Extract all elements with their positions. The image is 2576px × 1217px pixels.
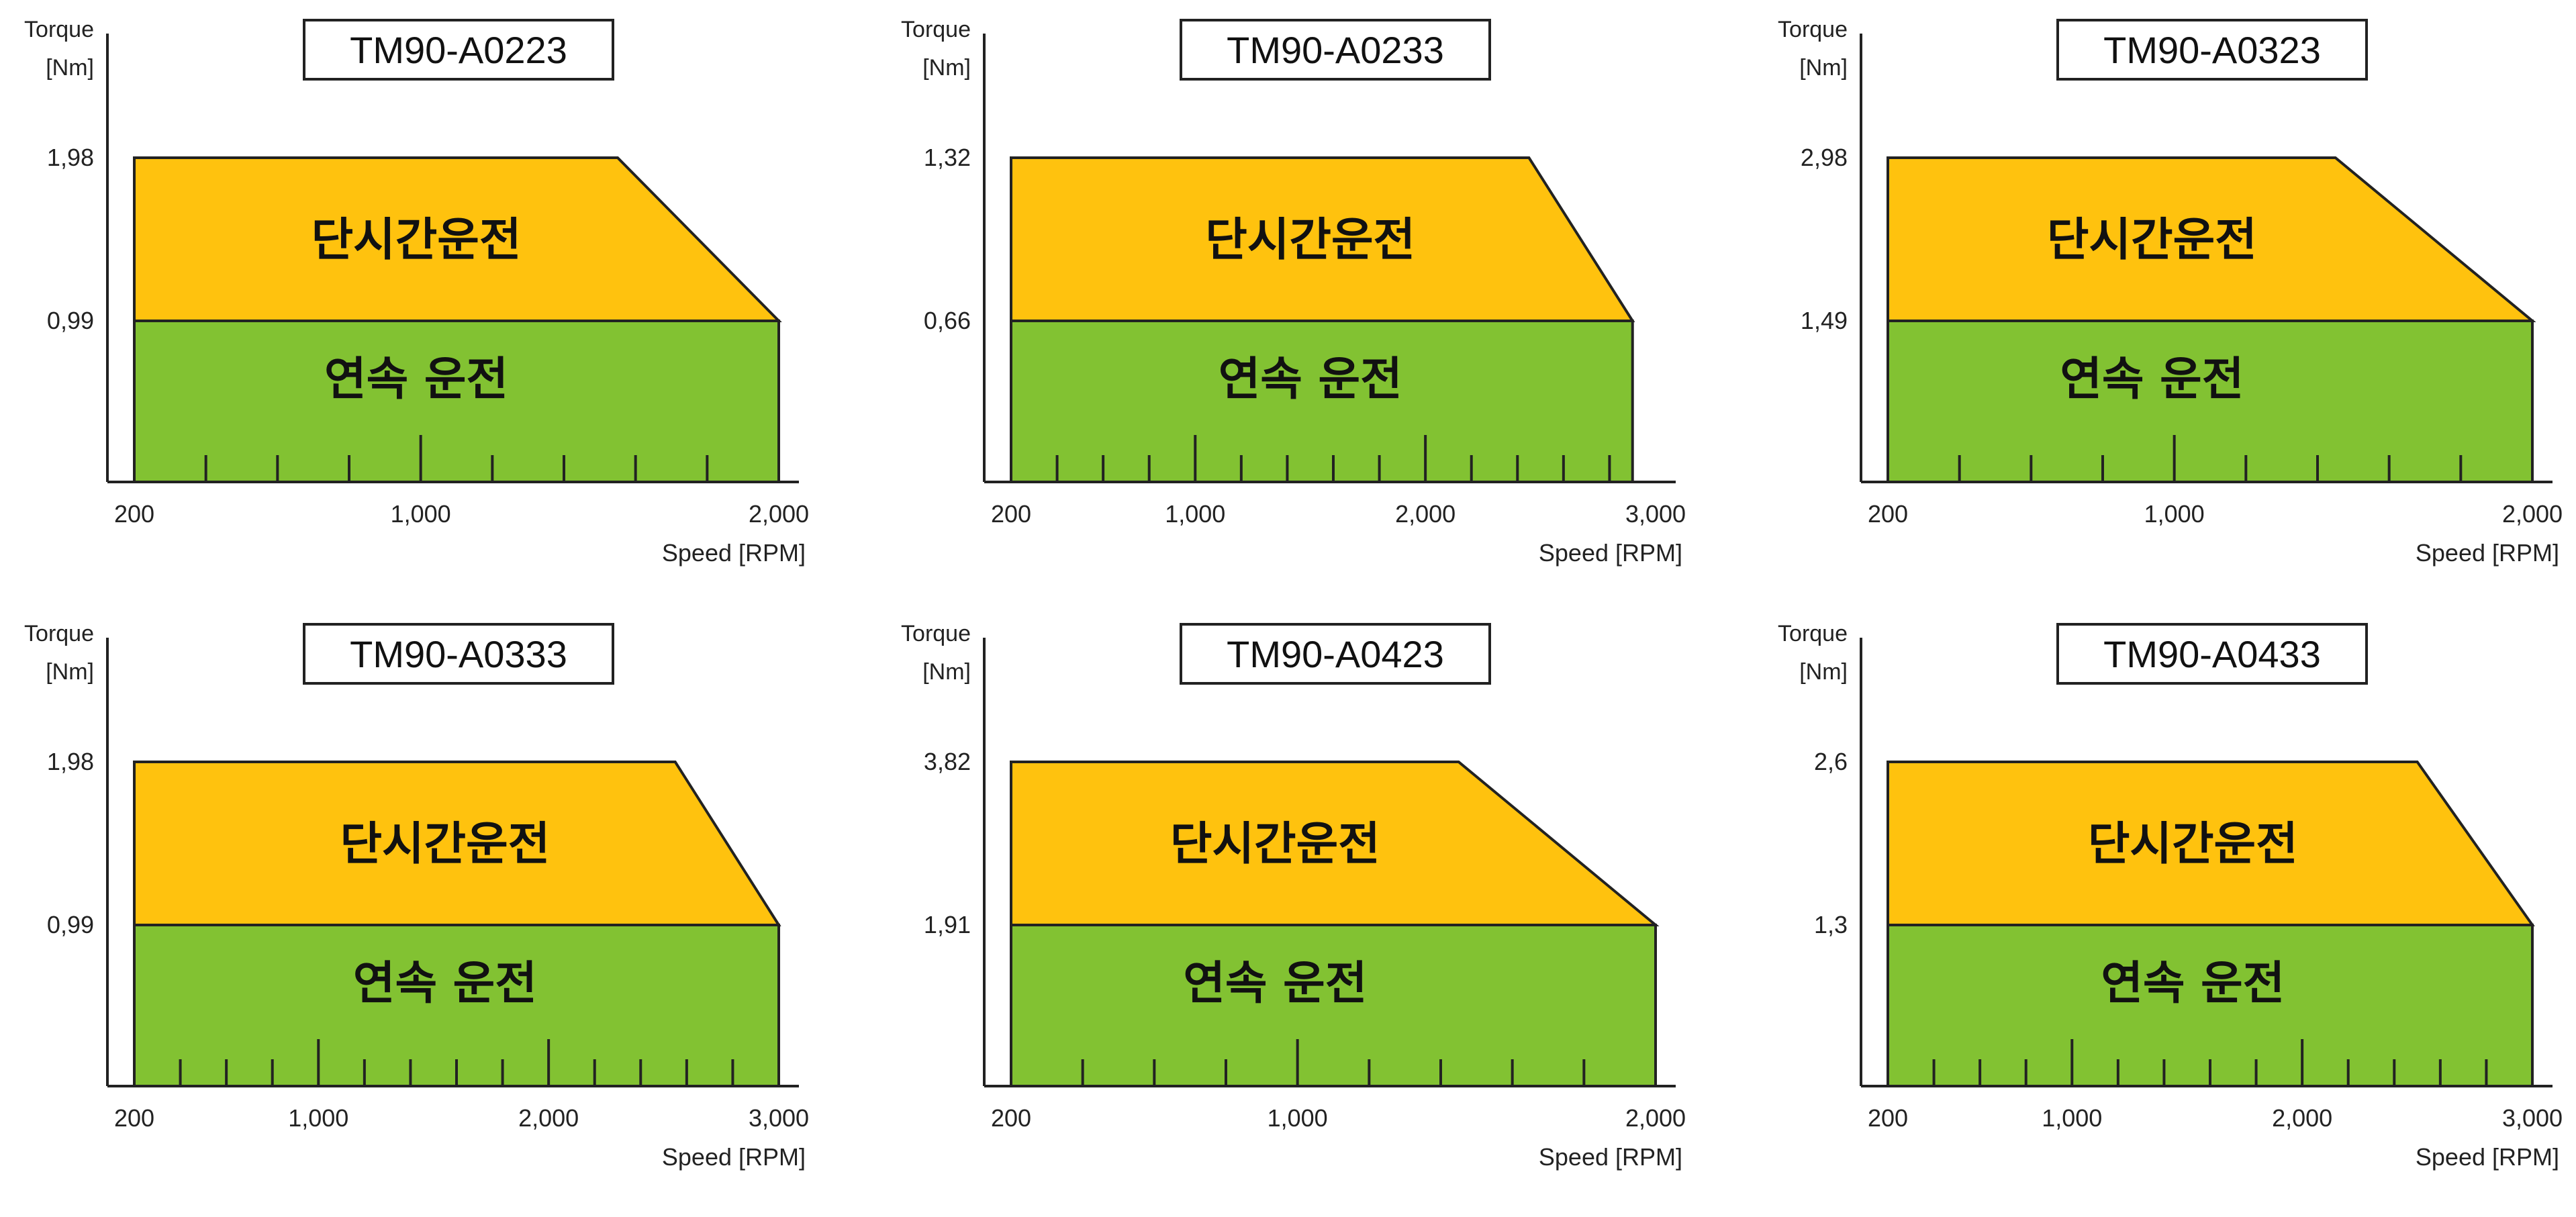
chart-title-box [2056, 623, 2368, 685]
y-tick-label: 3,82 [924, 748, 971, 775]
chart-title: TM90-A0433 [2103, 633, 2321, 675]
chart-title-box [303, 19, 614, 81]
y-axis-name: Torque [1778, 17, 1848, 42]
x-tick-label: 1,000 [1165, 500, 1225, 528]
x-tick-label: 1,000 [1268, 1104, 1328, 1132]
continuous-label: 연속 운전 [2101, 957, 2285, 1010]
chart-panel: 200 1,000 2,000 3,000 2,6 1,3 Torque [Nm] Speed … [1778, 621, 2563, 1171]
continuous-label: 연속 운전 [1183, 957, 1367, 1010]
y-axis-unit: [Nm] [1799, 659, 1848, 685]
y-tick-label: 1,98 [47, 748, 94, 775]
x-tick-label: 3,000 [749, 1104, 809, 1132]
short-time-label: 단시간운전 [1170, 818, 1380, 871]
chart-title-box [2056, 19, 2368, 81]
chart-panel: 200 1,000 2,000 3,000 1,32 0,66 Torque [Nm] Spee… [901, 17, 1686, 567]
x-axis-name: Speed [RPM] [662, 1143, 806, 1171]
chart-title: TM90-A0423 [1227, 633, 1444, 675]
short-time-label: 단시간운전 [2088, 818, 2298, 871]
continuous-region [1010, 320, 1634, 483]
chart-panel: 200 1,000 2,000 3,82 1,91 Torque [Nm] Speed [RP… [901, 621, 1686, 1171]
x-axis-name: Speed [RPM] [1539, 539, 1682, 567]
y-tick-label: 1,98 [47, 144, 94, 171]
y-tick-label: 1,91 [924, 911, 971, 938]
short-time-label: 단시간운전 [1205, 214, 1415, 267]
x-tick-label: 1,000 [2144, 500, 2205, 528]
x-tick-label: 2,000 [1395, 500, 1456, 528]
x-tick-label: 1,000 [2042, 1104, 2102, 1132]
x-tick-label: 2,000 [2272, 1104, 2332, 1132]
x-tick-label: 200 [1868, 1104, 1908, 1132]
continuous-label: 연속 운전 [353, 957, 537, 1010]
chart-panel: 200 1,000 2,000 1,98 0,99 Torque [Nm] Speed [RP… [24, 17, 809, 567]
chart-title: TM90-A0323 [2103, 29, 2321, 71]
y-tick-label: 0,66 [924, 307, 971, 334]
chart-title-box [1180, 623, 1491, 685]
y-axis-unit: [Nm] [1799, 55, 1848, 81]
chart-title: TM90-A0333 [350, 633, 567, 675]
chart-panel: 200 1,000 2,000 2,98 1,49 Torque [Nm] Speed [RP… [1778, 17, 2563, 567]
chart-title: TM90-A0223 [350, 29, 567, 71]
short-time-label: 단시간운전 [340, 818, 550, 871]
x-axis-name: Speed [RPM] [1539, 1143, 1682, 1171]
continuous-label: 연속 운전 [324, 353, 508, 406]
short-time-label: 단시간운전 [312, 214, 522, 267]
x-tick-label: 3,000 [1625, 500, 1686, 528]
y-axis-unit: [Nm] [922, 659, 971, 685]
y-tick-label: 0,99 [47, 911, 94, 938]
y-axis-name: Torque [901, 17, 971, 42]
x-tick-label: 2,000 [749, 500, 809, 528]
x-axis-name: Speed [RPM] [662, 539, 806, 567]
x-tick-label: 2,000 [2502, 500, 2563, 528]
chart-title-box [303, 623, 614, 685]
x-axis-name: Speed [RPM] [2416, 1143, 2559, 1171]
continuous-region [1010, 924, 1657, 1087]
continuous-region [1887, 320, 2534, 483]
y-tick-label: 1,3 [1814, 911, 1848, 938]
y-axis-unit: [Nm] [922, 55, 971, 81]
x-tick-label: 1,000 [288, 1104, 348, 1132]
y-axis-unit: [Nm] [46, 659, 94, 685]
short-time-label: 단시간운전 [2047, 214, 2257, 267]
y-tick-label: 2,6 [1814, 748, 1848, 775]
continuous-region [133, 320, 780, 483]
x-tick-label: 3,000 [2502, 1104, 2563, 1132]
x-tick-label: 200 [114, 1104, 154, 1132]
x-tick-label: 2,000 [1625, 1104, 1686, 1132]
y-axis-name: Torque [24, 17, 94, 42]
y-axis-unit: [Nm] [46, 55, 94, 81]
y-tick-label: 0,99 [47, 307, 94, 334]
y-tick-label: 1,49 [1801, 307, 1848, 334]
chart-title: TM90-A0233 [1227, 29, 1444, 71]
x-tick-label: 2,000 [518, 1104, 579, 1132]
y-tick-label: 1,32 [924, 144, 971, 171]
y-axis-name: Torque [901, 621, 971, 646]
x-tick-label: 200 [114, 500, 154, 528]
y-axis-name: Torque [1778, 621, 1848, 646]
x-tick-label: 1,000 [391, 500, 451, 528]
x-axis-name: Speed [RPM] [2416, 539, 2559, 567]
continuous-label: 연속 운전 [2060, 353, 2244, 406]
x-tick-label: 200 [991, 1104, 1031, 1132]
x-tick-label: 200 [1868, 500, 1908, 528]
y-tick-label: 2,98 [1801, 144, 1848, 171]
chart-panel: 200 1,000 2,000 3,000 1,98 0,99 Torque [Nm] Spee… [24, 621, 809, 1171]
chart-title-box [1180, 19, 1491, 81]
y-axis-name: Torque [24, 621, 94, 646]
continuous-label: 연속 운전 [1219, 353, 1402, 406]
x-tick-label: 200 [991, 500, 1031, 528]
